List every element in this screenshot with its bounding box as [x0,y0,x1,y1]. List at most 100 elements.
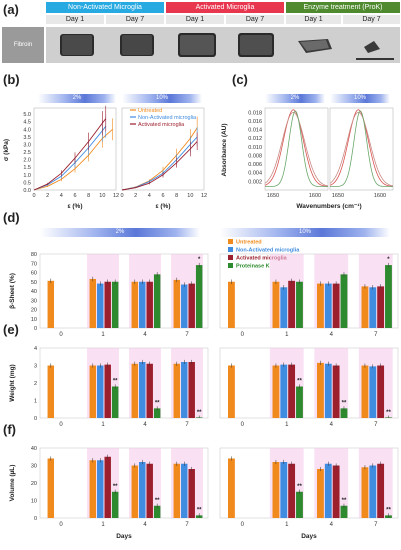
plot-frame [39,347,209,419]
chart-bar-panels: Untreated Non-Activated microglia Activate… [9,239,399,540]
bar [146,281,153,328]
bar [131,363,139,418]
plot-frame [39,253,209,329]
x-tick-label: 1 [285,422,289,428]
bar [324,463,332,518]
x-tick-label: 0 [241,332,245,338]
bar [228,281,235,328]
bar [188,469,195,518]
y-tick-label: 0.008 [248,153,262,159]
y-tick-label: 0.016 [248,119,262,125]
day-label: Day 7 [343,15,400,24]
y-tick-label: 0 [34,516,37,522]
x-tick-label: 2 [46,193,49,199]
bar [377,463,385,518]
legend-label: Activated microglia [236,256,288,262]
panel-label-a: (a) [3,2,19,17]
chart-stress-strain: 0.0 0.51.0 1.52.0 2.5 3.03.5 4.04.5 5.0 σ (kPa)… [3,105,207,210]
x-tick-label: 7 [374,522,378,528]
series-line-non-activated-microglia [33,125,107,191]
bar [146,363,153,418]
bar [153,505,161,518]
x-axis-label: Days [301,533,317,540]
bar [340,408,348,418]
spectrum-line [265,110,328,187]
y-tick-label: 4.5 [23,120,31,126]
y-tick-label: 0 [34,326,37,332]
legend-label: Non-Activated microglia [138,115,197,121]
y-axis-label: Weight (mg) [9,364,16,401]
bar [340,505,348,518]
y-tick-label: 2 [34,381,37,387]
plot-frame [39,447,209,519]
y-tick-label: 1 [34,399,37,405]
band-2pct-d: 2% [40,228,200,237]
y-tick-label: 20 [31,481,37,487]
x-tick-label: 4 [330,522,334,528]
bar [111,281,119,328]
y-tick-label: 20 [31,308,37,314]
plot-frame [33,107,117,191]
legend-swatch [228,247,233,252]
bar [317,469,324,518]
significance-marker: ** [386,410,391,416]
x-tick-label: 10 [187,193,193,199]
spectrum-line [264,109,329,187]
x-tick-label: 4 [330,332,334,338]
significance-marker: ** [113,379,118,385]
bar [280,462,288,518]
y-tick-label: 70 [31,261,37,267]
panel-label-d: (d) [3,210,20,225]
x-tick-label: 1 [285,522,289,528]
spectrum-line [329,112,394,187]
y-tick-label: 0.002 [248,179,262,185]
bar [173,363,181,418]
significance-marker: ** [155,498,160,504]
bar [377,286,385,328]
bar [369,287,377,328]
x-tick-label: 1 [101,422,105,428]
header-non-activated-microglia: Non-Activated Microglia [46,2,164,13]
x-tick-label: 7 [185,332,189,338]
bar [97,460,104,518]
y-tick-label: 50 [31,280,37,286]
bar [369,366,377,418]
bar [104,456,111,518]
x-tick-label: 1650 [332,193,344,199]
bar [139,281,146,328]
x-tick-label: 1600 [374,193,386,199]
bar [385,265,392,328]
bar [153,274,161,328]
significance-marker: ** [297,379,302,385]
x-tick-label: 0 [32,193,35,199]
y-tick-label: 3.0 [23,142,31,148]
y-tick-label: 30 [31,464,37,470]
x-axis-label: Wavenumbers (cm⁻¹) [296,203,361,210]
y-tick-label: 80 [31,252,37,258]
x-tick-label: 7 [185,422,189,428]
bar [296,281,303,328]
header-activated-microglia: Activated Microglia [166,2,284,13]
y-tick-label: 10 [31,499,37,505]
y-tick-label: 2.5 [23,150,31,156]
x-tick-label: 0 [59,522,63,528]
y-tick-label: 0.004 [248,171,262,177]
day-label: Day 7 [106,15,164,24]
legend-swatch [228,255,233,260]
x-tick-label: 1650 [267,193,279,199]
significance-marker: ** [297,484,302,490]
plot-frame [264,107,329,191]
day-label: Day 1 [166,15,224,24]
bar [272,281,280,328]
y-tick-label: 40 [31,446,37,452]
bar [111,386,119,418]
day-label: Day 7 [226,15,284,24]
y-tick-label: 2.0 [23,158,31,164]
y-tick-label: 0.014 [248,128,262,134]
y-tick-label: 0.006 [248,162,262,168]
y-tick-label: 0.012 [248,136,262,142]
bar [104,364,111,418]
bar [280,287,288,328]
significance-marker: ** [342,498,347,504]
x-tick-label: 7 [185,522,189,528]
